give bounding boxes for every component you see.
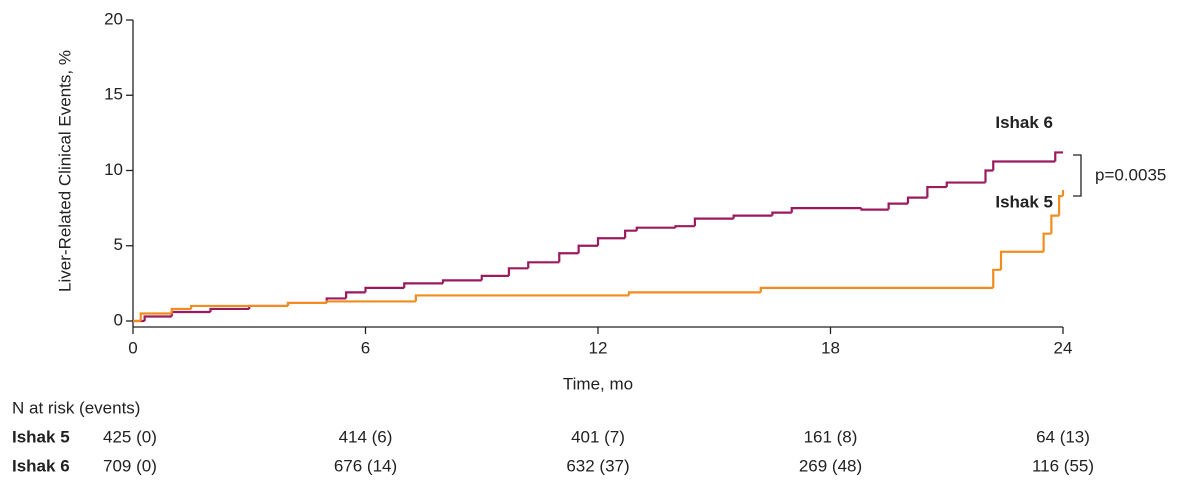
km-step xyxy=(759,286,986,293)
x-tick-label: 6 xyxy=(361,338,370,357)
y-tick-label: 10 xyxy=(104,160,123,179)
km-step xyxy=(507,267,529,276)
series-label: Ishak 5 xyxy=(995,193,1053,212)
x-axis-label: Time, mo xyxy=(563,374,633,393)
p-value: p=0.0035 xyxy=(1095,165,1166,184)
risk-cell: 425 (0) xyxy=(103,427,157,446)
km-step xyxy=(170,310,211,317)
km-step xyxy=(596,237,626,246)
risk-cell: 632 (37) xyxy=(566,456,629,475)
km-step xyxy=(624,229,637,239)
km-step xyxy=(635,226,676,231)
risk-cell: 269 (48) xyxy=(799,456,862,475)
km-step xyxy=(190,304,288,309)
km-step xyxy=(1050,214,1060,234)
risk-cell: 414 (6) xyxy=(339,427,393,446)
risk-cell: 401 (7) xyxy=(571,427,625,446)
km-step xyxy=(906,196,928,204)
km-step xyxy=(926,185,947,198)
km-step xyxy=(693,217,734,227)
km-step xyxy=(414,294,629,302)
km-step xyxy=(139,312,172,321)
km-step xyxy=(527,261,560,269)
km-step xyxy=(1058,194,1063,216)
km-step xyxy=(1054,151,1063,162)
risk-row-name: Ishak 6 xyxy=(12,456,70,475)
x-tick-label: 12 xyxy=(589,338,608,357)
km-step xyxy=(403,282,443,288)
risk-cell: 709 (0) xyxy=(103,456,157,475)
km-step xyxy=(999,250,1044,270)
x-tick-label: 24 xyxy=(1054,338,1073,357)
km-step xyxy=(209,307,250,312)
risk-cell: 161 (8) xyxy=(804,427,858,446)
km-step xyxy=(992,160,1056,171)
km-step xyxy=(1042,232,1052,252)
km-step xyxy=(286,301,327,306)
km-step xyxy=(771,211,792,216)
km-step xyxy=(790,207,862,213)
y-tick-label: 15 xyxy=(104,85,123,104)
km-step xyxy=(984,169,994,183)
km-step xyxy=(364,286,405,293)
y-tick-label: 5 xyxy=(114,235,123,254)
km-step xyxy=(325,300,416,303)
km-step xyxy=(674,225,695,228)
x-tick-label: 0 xyxy=(128,338,137,357)
risk-cell: 116 (55) xyxy=(1032,456,1094,475)
km-step xyxy=(887,202,908,210)
km-step xyxy=(143,315,172,321)
x-tick-label: 18 xyxy=(821,338,840,357)
km-step xyxy=(577,244,598,254)
km-step xyxy=(732,214,773,219)
km-step xyxy=(558,252,579,263)
km-step xyxy=(860,208,889,211)
km-step xyxy=(345,291,366,299)
km-step xyxy=(170,307,192,314)
risk-table-title: N at risk (events) xyxy=(12,398,140,417)
risk-cell: 676 (14) xyxy=(334,456,397,475)
km-step xyxy=(627,291,761,296)
km-step xyxy=(441,279,482,284)
y-tick-label: 0 xyxy=(114,310,123,329)
series-label: Ishak 6 xyxy=(995,113,1053,132)
p-bracket xyxy=(1073,154,1082,197)
risk-row-name: Ishak 5 xyxy=(12,427,70,446)
y-axis-label: Liver-Related Clinical Events, % xyxy=(55,50,74,292)
km-step xyxy=(480,274,509,281)
y-tick-label: 20 xyxy=(104,9,123,28)
km-step xyxy=(945,181,986,188)
km-step xyxy=(992,268,1001,288)
risk-cell: 64 (13) xyxy=(1036,427,1090,446)
